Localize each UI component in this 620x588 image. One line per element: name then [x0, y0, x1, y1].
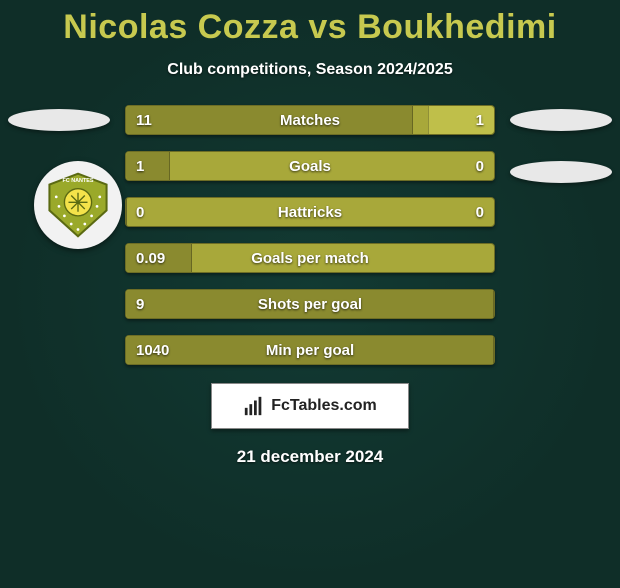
stat-label: Shots per goal: [126, 296, 494, 313]
stat-bar-goals: 10Goals: [125, 151, 495, 181]
player2-team-badge-2: [510, 161, 612, 183]
stat-bar-shots-per-goal: 9Shots per goal: [125, 289, 495, 319]
svg-text:FC NANTES: FC NANTES: [62, 178, 93, 184]
page-title: Nicolas Cozza vs Boukhedimi: [0, 8, 620, 47]
stat-bars: 111Matches 10Goals 00Hattricks 0.09Goals pe…: [125, 105, 495, 365]
bars-chart-icon: [243, 395, 265, 417]
stat-label: Matches: [126, 112, 494, 129]
club-badge-nantes: FC NANTES: [34, 161, 122, 249]
fctables-text: FcTables.com: [271, 397, 377, 415]
player1-team-badge: [8, 109, 110, 131]
stat-bar-hattricks: 00Hattricks: [125, 197, 495, 227]
stat-label: Hattricks: [126, 204, 494, 221]
stat-bar-matches: 111Matches: [125, 105, 495, 135]
stat-label: Goals per match: [126, 250, 494, 267]
stat-bar-goals-per-match: 0.09Goals per match: [125, 243, 495, 273]
stat-label: Goals: [126, 158, 494, 175]
fctables-logo: FcTables.com: [211, 383, 409, 429]
nantes-crest-icon: FC NANTES: [44, 171, 112, 239]
stat-bar-min-per-goal: 1040Min per goal: [125, 335, 495, 365]
player2-team-badge-1: [510, 109, 612, 131]
stat-label: Min per goal: [126, 342, 494, 359]
subtitle: Club competitions, Season 2024/2025: [0, 61, 620, 79]
date-label: 21 december 2024: [0, 447, 620, 467]
comparison-area: FC NANTES 111Matches 10Goals 00Hattricks 0.…: [0, 105, 620, 365]
